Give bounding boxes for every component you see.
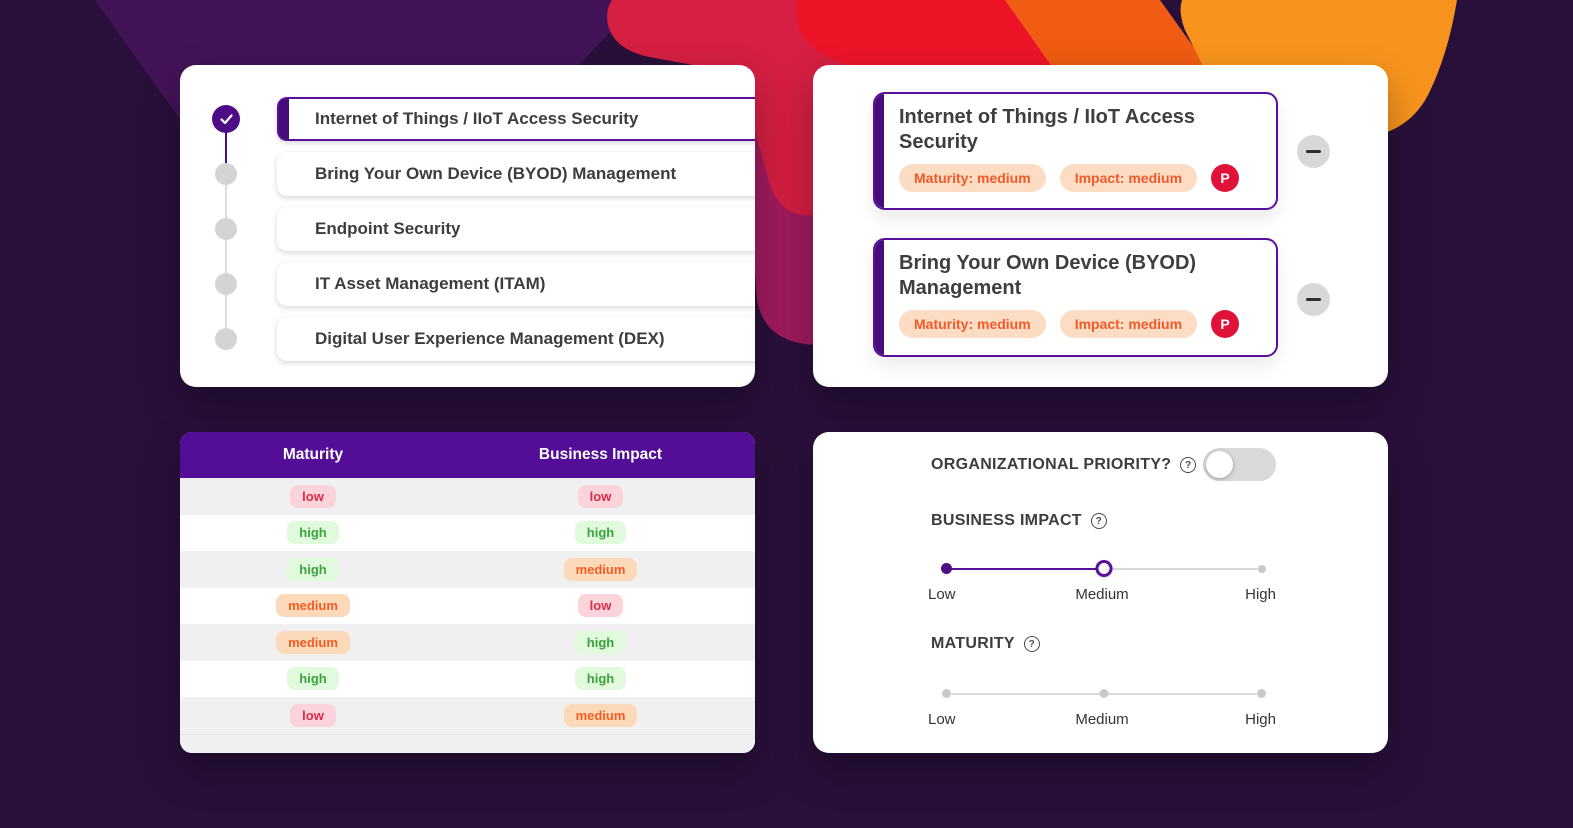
ratings-table-card: Maturity Business Impact low low high hi… [180, 432, 755, 753]
impact-value-badge: medium [563, 703, 638, 727]
step-dot [215, 273, 237, 295]
remove-capability-button[interactable] [1297, 135, 1330, 168]
business-impact-slider[interactable] [941, 560, 1266, 577]
minus-icon [1306, 149, 1321, 154]
maturity-badge: Maturity: medium [899, 164, 1046, 192]
capability-label: Endpoint Security [315, 219, 461, 238]
slider-track-filled[interactable] [951, 567, 1109, 570]
maturity-scale: Low Medium High [928, 711, 1276, 729]
priority-marker: P [1211, 310, 1240, 338]
organizational-priority-label: ORGANIZATIONAL PRIORITY? [931, 456, 1172, 473]
column-header-maturity: Maturity [282, 446, 344, 463]
selected-capability-title: Internet of Things / IIoT Access Securit… [899, 106, 1195, 153]
priority-marker: P [1211, 164, 1240, 192]
remove-capability-button[interactable] [1297, 283, 1330, 316]
maturity-slider[interactable] [942, 685, 1266, 702]
check-icon [219, 113, 233, 124]
selected-capability-title: Bring Your Own Device (BYOD) Management [899, 252, 1197, 299]
maturity-value-badge: medium [276, 594, 350, 618]
selected-marker-bar [279, 99, 289, 139]
impact-badge: Impact: medium [1059, 310, 1198, 338]
table-row: high high [180, 514, 755, 551]
help-icon[interactable]: ? [1180, 457, 1197, 473]
capability-item-selected[interactable]: Internet of Things / IIoT Access Securit… [277, 97, 755, 141]
column-header-business-impact: Business Impact [538, 446, 663, 463]
toggle-knob [1206, 451, 1233, 478]
stepper-connector-active [225, 119, 227, 174]
impact-value-badge: low [577, 484, 624, 508]
table-row: low low [180, 478, 755, 515]
organizational-priority-toggle[interactable] [1203, 448, 1276, 481]
maturity-value-badge: high [287, 521, 339, 545]
slider-end-dot [1257, 689, 1266, 698]
impact-value-badge: high [574, 630, 627, 654]
selected-capability: Internet of Things / IIoT Access Securit… [873, 92, 1278, 210]
rating-controls-card: ORGANIZATIONAL PRIORITY? ? BUSINESS IMPA… [813, 432, 1388, 753]
selected-capability-accent-bar [875, 94, 884, 208]
capability-label: Internet of Things / IIoT Access Securit… [315, 109, 639, 128]
capability-label: IT Asset Management (ITAM) [315, 274, 546, 293]
maturity-badge: Maturity: medium [899, 310, 1046, 338]
maturity-value-badge: low [290, 703, 336, 727]
slider-mid-dot [1099, 689, 1109, 698]
maturity-value-badge: high [287, 667, 339, 691]
minus-icon [1306, 297, 1321, 302]
capability-list-card: Internet of Things / IIoT Access Securit… [180, 65, 755, 387]
maturity-value-badge: low [290, 484, 336, 508]
table-header: Maturity Business Impact [180, 432, 755, 478]
capability-label: Bring Your Own Device (BYOD) Management [315, 164, 677, 183]
impact-value-badge: low [577, 594, 624, 618]
selected-capability: Bring Your Own Device (BYOD) Management … [873, 238, 1278, 357]
help-icon[interactable]: ? [1090, 513, 1107, 529]
table-row: low medium [180, 697, 755, 734]
step-dot [215, 328, 237, 350]
maturity-value-badge: medium [276, 630, 350, 654]
business-impact-scale: Low Medium High [928, 586, 1276, 604]
capability-item[interactable]: Digital User Experience Management (DEX) [277, 317, 755, 361]
table-row: high high [180, 660, 755, 697]
scale-label-low[interactable]: Low [928, 586, 956, 603]
table-row: medium high [180, 624, 755, 661]
stepper-connector [225, 174, 227, 339]
help-icon[interactable]: ? [1023, 636, 1040, 652]
maturity-label: MATURITY [931, 635, 1015, 652]
impact-badge: Impact: medium [1059, 164, 1198, 192]
impact-value-badge: high [574, 521, 627, 545]
impact-value-badge: medium [563, 557, 638, 581]
slider-track[interactable] [1104, 567, 1258, 570]
slider-start-dot [941, 563, 952, 574]
scale-label-medium[interactable]: Medium [1075, 711, 1129, 728]
step-dot [215, 163, 237, 185]
scale-label-low[interactable]: Low [928, 711, 956, 728]
capability-item[interactable]: Endpoint Security [277, 207, 755, 251]
capability-item[interactable]: Bring Your Own Device (BYOD) Management [277, 152, 755, 196]
impact-value-badge: high [574, 667, 627, 691]
capability-label: Digital User Experience Management (DEX) [315, 329, 665, 348]
step-complete-indicator [212, 105, 240, 133]
step-dot [215, 218, 237, 240]
capability-item[interactable]: IT Asset Management (ITAM) [277, 262, 755, 306]
table-row: high medium [180, 551, 755, 588]
slider-end-dot [1258, 564, 1266, 573]
table-footer-strip [180, 733, 755, 753]
scale-label-medium[interactable]: Medium [1075, 586, 1129, 603]
selected-capabilities-card: Internet of Things / IIoT Access Securit… [813, 65, 1388, 387]
scale-label-high[interactable]: High [1245, 586, 1276, 603]
maturity-value-badge: high [287, 557, 339, 581]
slider-thumb[interactable] [1095, 560, 1113, 577]
selected-capability-accent-bar [875, 240, 884, 355]
business-impact-label: BUSINESS IMPACT [931, 512, 1082, 529]
scale-label-high[interactable]: High [1245, 711, 1276, 728]
slider-start-dot [942, 689, 951, 698]
table-row: medium low [180, 587, 755, 624]
